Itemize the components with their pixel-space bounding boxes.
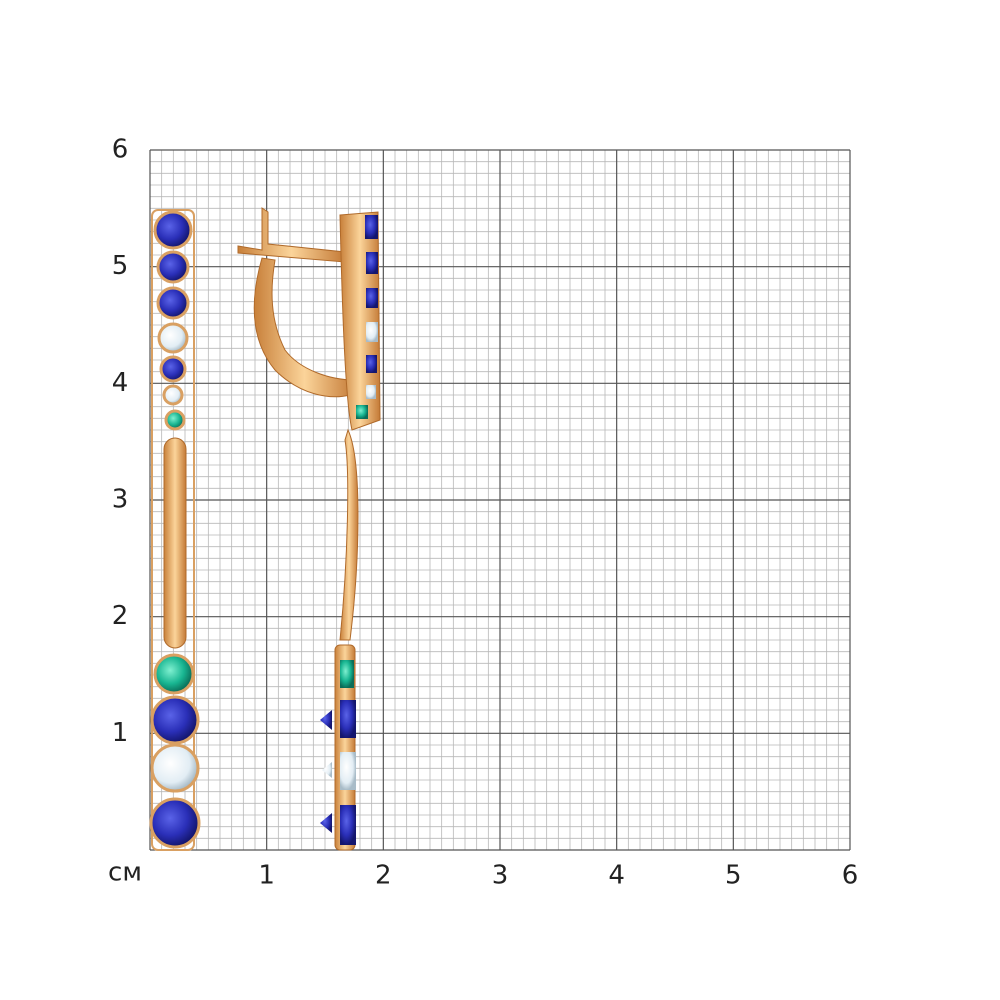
y-scale-label: 4 <box>112 368 129 398</box>
x-scale-label: 5 <box>725 861 742 891</box>
earring-side <box>237 207 381 851</box>
y-scale-label: 5 <box>112 251 129 281</box>
x-scale-label: 2 <box>375 861 392 891</box>
grid <box>149 149 851 851</box>
y-scale-label: 1 <box>112 718 129 748</box>
x-scale-label: 1 <box>258 861 275 891</box>
x-scale-label: 3 <box>492 861 509 891</box>
x-scale-label: 6 <box>842 861 859 891</box>
y-scale-label: 6 <box>112 135 129 165</box>
earring-front <box>149 209 201 851</box>
x-scale-label: 4 <box>608 861 625 891</box>
y-scale-label: 2 <box>112 601 129 631</box>
unit-label: см <box>108 858 142 888</box>
scale-labels: см 1 2 3 4 5 6 1 2 3 4 5 6 <box>108 135 858 891</box>
y-scale-label: 3 <box>112 485 129 515</box>
